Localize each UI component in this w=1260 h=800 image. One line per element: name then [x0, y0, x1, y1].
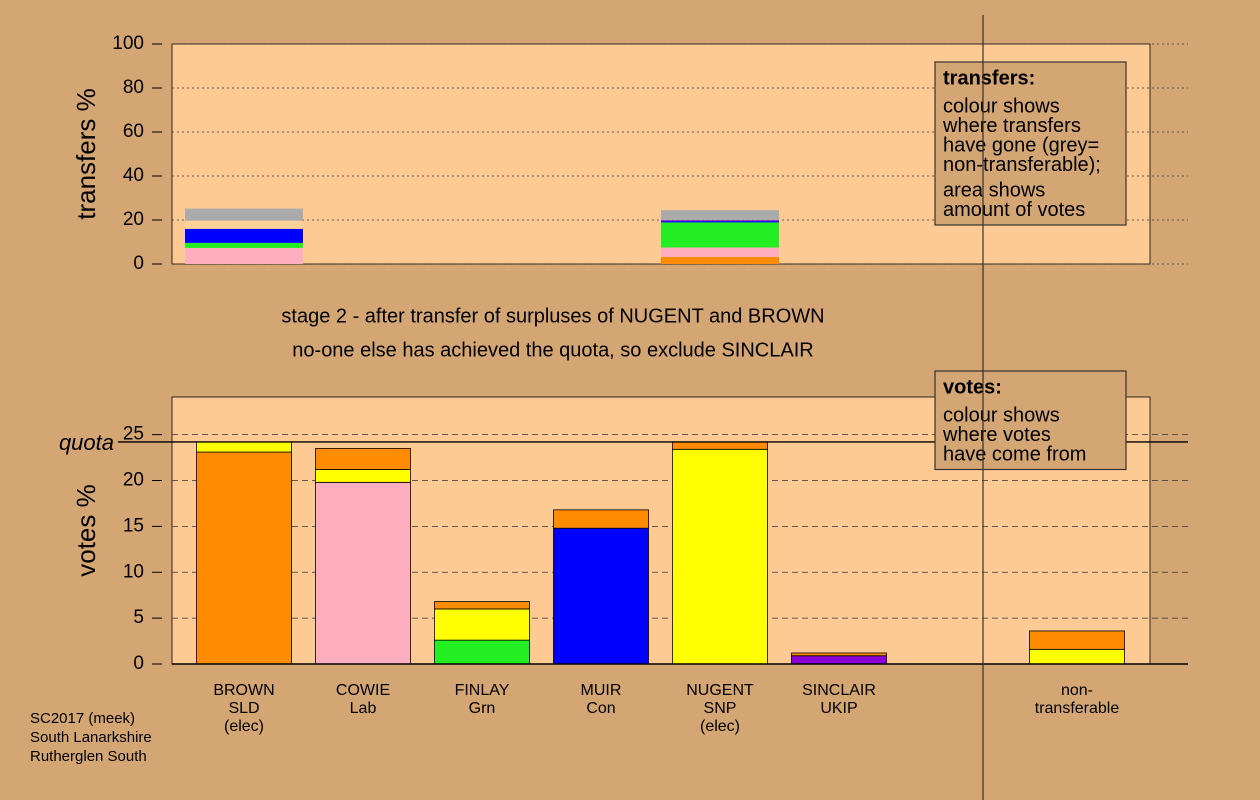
bar-segment	[434, 601, 530, 610]
legend-text: area shows	[943, 179, 1045, 201]
bar-segment	[196, 441, 292, 453]
bar-segment	[315, 469, 411, 483]
bar-segment	[185, 220, 303, 229]
y-axis-title: votes %	[71, 484, 101, 577]
legend-text: colour shows	[943, 95, 1060, 117]
bar-segment	[661, 220, 779, 222]
bar-segment	[315, 481, 411, 665]
y-tick-label: 80	[123, 77, 144, 98]
bar-segment	[672, 441, 768, 450]
x-tick-label: (elec)	[700, 718, 740, 735]
bar-segment	[791, 655, 887, 665]
bar-segment	[553, 509, 649, 529]
bar-segment	[1029, 630, 1125, 650]
x-tick-label: SINCLAIR	[802, 682, 876, 699]
bar-segment	[661, 222, 779, 248]
y-axis-title: transfers %	[71, 88, 101, 220]
y-tick-label: 5	[133, 607, 144, 628]
bar-segment	[196, 451, 292, 665]
bar-segment	[661, 247, 779, 257]
bar-segment	[185, 247, 303, 264]
chart-title: no-one else has achieved the quota, so e…	[292, 339, 813, 361]
footer-text: SC2017 (meek)	[30, 710, 135, 727]
legend-text: have come from	[943, 443, 1086, 465]
x-tick-label: Lab	[350, 700, 377, 717]
y-tick-label: 40	[123, 165, 144, 186]
legend-box	[934, 370, 1127, 471]
y-tick-label: 25	[123, 424, 144, 445]
y-tick-label: 10	[123, 561, 144, 582]
legend-box	[934, 61, 1127, 226]
legend-title: transfers:	[943, 67, 1035, 89]
footer-text: South Lanarkshire	[30, 729, 152, 746]
legend-text: amount of votes	[943, 199, 1085, 221]
legend-text: where transfers	[942, 115, 1081, 137]
bar-segment	[661, 256, 779, 264]
y-tick-label: 0	[133, 653, 144, 674]
x-tick-label: Grn	[469, 700, 496, 717]
legend-text: non-transferable);	[943, 154, 1101, 176]
chart-title: stage 2 - after transfer of surpluses of…	[281, 305, 824, 327]
bar-segment	[661, 221, 779, 223]
y-tick-label: 20	[123, 209, 144, 230]
bar-segment	[185, 228, 303, 243]
y-tick-label: 20	[123, 470, 144, 491]
bar-segment	[1029, 648, 1125, 665]
bar-segment	[672, 448, 768, 665]
x-tick-label: MUIR	[581, 682, 622, 699]
x-tick-label: FINLAY	[455, 682, 510, 699]
y-tick-label: 60	[123, 121, 144, 142]
y-tick-label: 100	[112, 33, 144, 54]
x-tick-label: UKIP	[820, 700, 857, 717]
quota-label: quota	[59, 430, 114, 455]
x-tick-label: (elec)	[224, 718, 264, 735]
bar-segment	[661, 210, 779, 221]
x-tick-label: BROWN	[213, 682, 274, 699]
bar-segment	[434, 639, 530, 665]
bar-segment	[185, 208, 303, 221]
bar-segment	[791, 652, 887, 657]
bar-segment	[315, 447, 411, 470]
x-tick-label: non-	[1061, 682, 1093, 699]
x-tick-label: transferable	[1035, 700, 1120, 717]
bar-segment	[553, 527, 649, 665]
y-tick-label: 0	[133, 253, 144, 274]
footer-text: Rutherglen South	[30, 748, 147, 765]
bar-segment	[434, 608, 530, 641]
legend-text: have gone (grey=	[943, 134, 1099, 156]
bar-segment	[185, 242, 303, 248]
x-tick-label: COWIE	[336, 682, 390, 699]
legend-text: colour shows	[943, 404, 1060, 426]
legend-title: votes:	[943, 376, 1002, 398]
x-tick-label: SNP	[704, 700, 737, 717]
x-tick-label: Con	[586, 700, 615, 717]
legend-text: where votes	[942, 424, 1051, 446]
x-tick-label: SLD	[228, 700, 259, 717]
y-tick-label: 15	[123, 515, 144, 536]
x-tick-label: NUGENT	[686, 682, 754, 699]
